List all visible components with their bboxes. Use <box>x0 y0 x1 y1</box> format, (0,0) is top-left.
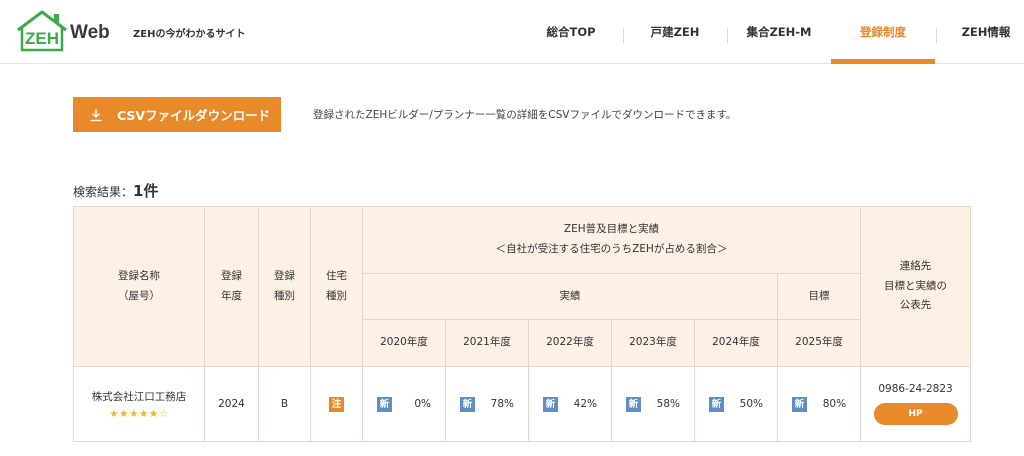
cell-year: 2024 <box>204 366 259 442</box>
header-text: 目標と実績の <box>884 279 948 292</box>
col-header-contact: 連絡先 目標と実績の 公表先 <box>860 206 972 367</box>
cell-2024: 新 50% <box>694 366 778 442</box>
nav-divider <box>727 28 728 43</box>
new-badge: 新 <box>377 396 392 412</box>
result-count: 1件 <box>133 182 159 200</box>
result-prefix: 検索結果： <box>73 185 134 199</box>
site-header: ZEH Web ZEHの今がわかるサイト 総合TOP 戸建ZEH 集合ZEH-M… <box>0 0 1024 64</box>
col-header-year-2022: 2022年度 <box>528 319 612 367</box>
header-text: 種別 <box>326 289 347 302</box>
star-rating: ★★★★★☆ <box>109 407 169 420</box>
col-header-year-2020: 2020年度 <box>362 319 446 367</box>
new-badge: 新 <box>709 396 724 412</box>
nav-divider <box>623 28 624 43</box>
header-text: 住宅 <box>326 269 347 282</box>
cell-contact: 0986-24-2823 HP <box>860 366 972 442</box>
site-tagline: ZEHの今がわかるサイト <box>133 29 246 40</box>
custom-order-badge: 注 <box>329 396 344 412</box>
cell-2021: 新 78% <box>445 366 529 442</box>
cell-2025: 新 80% <box>776 366 862 442</box>
col-header-year-2024: 2024年度 <box>694 319 778 367</box>
header-text: 公表先 <box>899 299 932 312</box>
header-text: ＜自社が受注する住宅のうちZEHが占める割合＞ <box>495 243 728 255</box>
col-header-actual: 実績 <box>362 273 778 320</box>
phone-number: 0986-24-2823 <box>878 383 953 395</box>
new-badge: 新 <box>460 396 475 412</box>
header-text: 登録 <box>274 269 295 282</box>
nav-apartment-zeh-m[interactable]: 集合ZEH-M <box>746 25 812 39</box>
download-icon <box>90 108 102 121</box>
col-header-year-2021: 2021年度 <box>445 319 529 367</box>
new-badge: 新 <box>626 396 641 412</box>
col-header-type: 登録 種別 <box>258 206 311 367</box>
new-badge: 新 <box>543 396 558 412</box>
hp-button[interactable]: HP <box>873 403 958 425</box>
company-name[interactable]: 株式会社江口工務店 <box>91 390 187 403</box>
header-text: 連絡先 <box>899 259 932 272</box>
csv-download-label: CSVファイルダウンロード <box>117 108 271 123</box>
col-header-target: 目標 <box>776 273 862 320</box>
nav-top[interactable]: 総合TOP <box>546 25 596 39</box>
value-2025: 80% <box>822 398 847 410</box>
builder-table: 登録名称 （屋号） 登録 年度 登録 種別 住宅 種別 ZEH普及目標と実績 ＜… <box>73 206 972 442</box>
value-2024: 50% <box>739 398 763 410</box>
value-2021: 78% <box>490 398 514 410</box>
cell-house-type: 注 <box>310 366 363 442</box>
col-header-year: 登録 年度 <box>204 206 259 367</box>
cell-name: 株式会社江口工務店 ★★★★★☆ <box>73 366 205 442</box>
cell-2022: 新 42% <box>528 366 612 442</box>
header-text: 登録名称 <box>118 269 160 282</box>
header-text: ZEH普及目標と実績 <box>563 223 660 236</box>
nav-divider <box>936 28 937 43</box>
value-2022: 42% <box>573 398 597 410</box>
logo-text: ZEH <box>25 29 59 48</box>
nav-detached-zeh[interactable]: 戸建ZEH <box>650 25 700 39</box>
cell-type: B <box>258 366 311 442</box>
csv-description: 登録されたZEHビルダー/プランナー一覧の詳細をCSVファイルでダウンロードでき… <box>313 109 737 121</box>
logo-suffix: Web <box>70 22 110 43</box>
header-text: 年度 <box>221 289 242 302</box>
nav-zeh-info[interactable]: ZEH情報 <box>961 25 1011 39</box>
header-text: （屋号） <box>118 289 160 302</box>
cell-2020: 新 0% <box>362 366 446 442</box>
new-badge: 新 <box>792 396 807 412</box>
value-2020: 0% <box>414 398 431 410</box>
csv-download-button[interactable]: CSVファイルダウンロード <box>73 97 281 132</box>
result-summary: 検索結果：1件 <box>73 180 158 201</box>
nav-registration[interactable]: 登録制度 <box>831 0 935 64</box>
header-text: 種別 <box>274 289 295 302</box>
col-header-year-2023: 2023年度 <box>611 319 695 367</box>
col-header-house-type: 住宅 種別 <box>310 206 363 367</box>
value-2023: 58% <box>656 398 680 410</box>
col-header-name: 登録名称 （屋号） <box>73 206 205 367</box>
table-row: 株式会社江口工務店 ★★★★★☆ 2024 B 注 新 0% 新 78% 新 4… <box>73 366 972 442</box>
col-header-zeh-goal: ZEH普及目標と実績 ＜自社が受注する住宅のうちZEHが占める割合＞ <box>361 206 862 274</box>
col-header-year-2025: 2025年度 <box>776 319 862 367</box>
header-text: 登録 <box>221 269 242 282</box>
cell-2023: 新 58% <box>611 366 695 442</box>
zeh-logo[interactable]: ZEH <box>14 8 70 54</box>
